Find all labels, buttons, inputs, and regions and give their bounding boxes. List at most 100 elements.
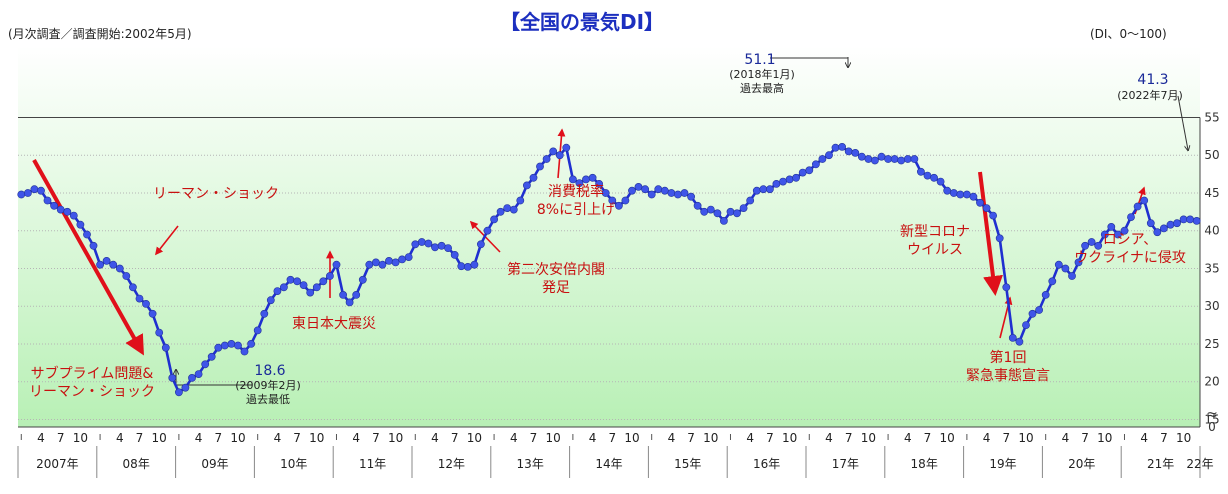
data-point xyxy=(17,190,26,199)
data-point xyxy=(279,283,288,292)
year-label: 16年 xyxy=(753,457,780,471)
data-point xyxy=(1140,196,1149,205)
lehman-arrow xyxy=(155,225,179,256)
y-tick-label: 0 xyxy=(1208,420,1216,434)
data-point xyxy=(720,216,728,225)
data-point xyxy=(884,155,892,163)
x-month-label: 10 xyxy=(940,431,955,445)
data-point xyxy=(286,275,295,284)
data-point xyxy=(1054,260,1063,269)
trend-arrow-down-2020 xyxy=(978,171,1003,296)
data-point xyxy=(43,196,52,205)
y-tick-label: 25 xyxy=(1204,337,1219,351)
data-point xyxy=(575,179,584,187)
data-point xyxy=(1160,224,1168,233)
low-value-label: 18.6 xyxy=(254,363,285,379)
data-point xyxy=(871,156,879,165)
last-value-label: 41.3 xyxy=(1137,72,1168,88)
data-point xyxy=(1094,241,1103,250)
annotation-earthquake: 東日本大震災 xyxy=(292,316,376,332)
data-point xyxy=(161,343,170,352)
data-point xyxy=(371,258,380,267)
data-point xyxy=(345,298,354,307)
data-point xyxy=(700,207,709,216)
data-point xyxy=(1114,230,1122,239)
data-point xyxy=(654,185,663,194)
data-point xyxy=(1100,230,1109,239)
data-point xyxy=(562,143,571,152)
data-point xyxy=(844,147,853,156)
year-label: 19年 xyxy=(989,457,1016,471)
x-month-label: 7 xyxy=(57,431,65,445)
data-point xyxy=(523,181,531,190)
data-point xyxy=(989,211,997,220)
data-point xyxy=(352,290,361,299)
data-point xyxy=(1028,309,1037,318)
x-month-label: 7 xyxy=(766,431,774,445)
data-point xyxy=(798,168,807,177)
x-month-label: 4 xyxy=(1062,431,1070,445)
data-point xyxy=(411,240,420,249)
data-point xyxy=(976,198,984,207)
year-label: 22年 xyxy=(1186,457,1213,471)
data-point xyxy=(1127,213,1135,221)
annotation-lehman: リーマン・ショック xyxy=(153,186,279,202)
data-point xyxy=(923,171,932,180)
data-point xyxy=(1186,215,1194,224)
low-date-label: (2009年2月) xyxy=(235,378,301,392)
data-point xyxy=(96,260,104,269)
data-point xyxy=(963,190,971,199)
data-point xyxy=(378,260,387,269)
x-month-label: 7 xyxy=(372,431,380,445)
data-point xyxy=(615,201,623,210)
data-point xyxy=(634,182,643,191)
high-value-label: 51.1 xyxy=(744,52,775,68)
data-point xyxy=(424,239,433,248)
year-label: 09年 xyxy=(201,457,228,471)
data-point xyxy=(115,264,124,273)
x-month-label: 10 xyxy=(861,431,876,445)
x-month-label: 10 xyxy=(467,431,482,445)
data-point xyxy=(647,190,656,199)
data-point xyxy=(687,192,695,201)
x-month-label: 10 xyxy=(309,431,324,445)
x-month-label: 10 xyxy=(1018,431,1033,445)
data-point xyxy=(201,360,210,369)
data-point xyxy=(56,205,65,214)
data-point xyxy=(746,196,755,205)
data-point xyxy=(936,177,945,186)
x-month-label: 10 xyxy=(782,431,797,445)
last-date-label: (2022年7月) xyxy=(1117,88,1183,102)
data-point xyxy=(917,167,925,176)
year-label: 2007年 xyxy=(36,457,79,471)
data-point xyxy=(220,341,229,350)
data-point xyxy=(1015,337,1024,346)
data-point xyxy=(1173,219,1181,228)
data-point xyxy=(1120,226,1129,235)
y-tick-label: 40 xyxy=(1204,224,1219,238)
data-point xyxy=(1153,228,1162,237)
data-point xyxy=(608,196,617,205)
x-month-label: 7 xyxy=(1081,431,1089,445)
data-point xyxy=(122,272,131,280)
data-point xyxy=(903,155,912,163)
y-tick-label: 20 xyxy=(1204,375,1219,389)
data-point xyxy=(293,277,301,286)
data-point xyxy=(306,288,315,297)
data-point xyxy=(569,175,577,184)
data-point xyxy=(752,186,761,195)
data-point xyxy=(431,243,439,252)
x-month-label: 4 xyxy=(668,431,676,445)
x-month-label: 10 xyxy=(73,431,88,445)
x-month-label: 7 xyxy=(845,431,853,445)
x-month-label: 10 xyxy=(388,431,403,445)
data-point xyxy=(483,226,492,235)
data-point xyxy=(831,143,840,152)
annotation-subprime: サブプライム問題&リーマン・ショック xyxy=(29,365,155,400)
data-point xyxy=(181,383,190,392)
x-month-label: 7 xyxy=(924,431,932,445)
data-point xyxy=(601,189,610,197)
data-point xyxy=(864,155,873,163)
data-point xyxy=(319,277,328,286)
